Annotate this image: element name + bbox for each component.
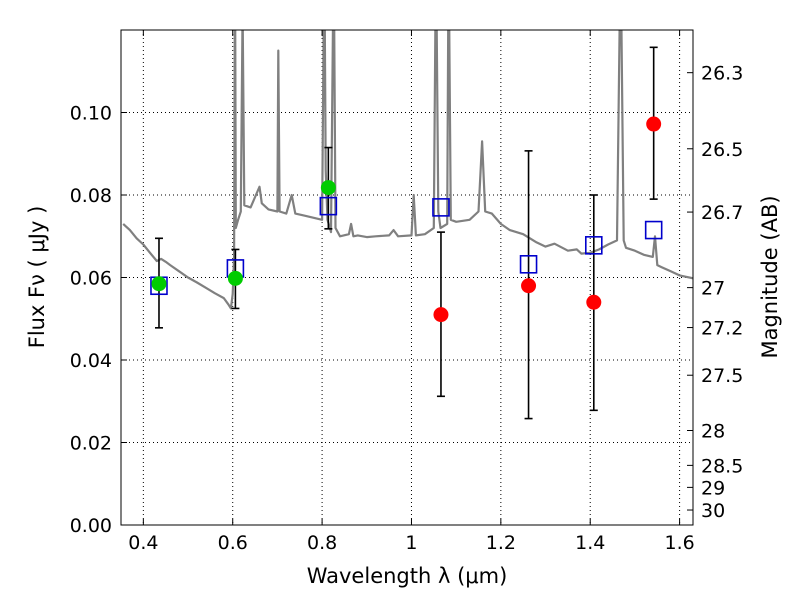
model-square-marker — [644, 220, 663, 240]
y-axis-right-label: Magnitude (AB) — [758, 195, 782, 358]
data-point-marker — [227, 270, 243, 286]
model-square-marker — [519, 255, 538, 274]
grid — [121, 30, 693, 525]
y-axis-label: Flux Fν ( μJy ) — [25, 206, 49, 349]
x-tick-label: 1 — [405, 532, 417, 554]
model-sed-line — [122, 30, 693, 310]
model-square-marker — [584, 236, 603, 255]
mag-tick-label: 29 — [701, 477, 725, 499]
y-tick-label: 0.10 — [70, 103, 112, 125]
data-point-marker — [646, 116, 662, 132]
data-point-marker — [586, 294, 602, 310]
mag-tick-label: 28 — [701, 420, 725, 442]
model-square-marker — [319, 196, 338, 216]
x-tick-label: 1.2 — [486, 532, 516, 554]
x-tick-label: 1.6 — [664, 532, 694, 554]
x-tick-label: 0.8 — [307, 532, 337, 554]
data-point-marker — [151, 276, 167, 292]
plot-frame — [120, 29, 694, 526]
x-tick-label: 0.4 — [128, 532, 158, 554]
x-tick-label: 0.6 — [218, 532, 248, 554]
ticks: 0.4 0.6 0.8 1 1.2 1.4 1.6 0.00 0.02 0.04 0.06 0.08 0… — [70, 30, 743, 554]
markers — [150, 116, 663, 323]
y-tick-label: 0.00 — [70, 515, 112, 537]
y-tick-label: 0.02 — [70, 433, 112, 455]
y-tick-label: 0.06 — [70, 268, 112, 290]
x-axis-label: Wavelength λ (μm) — [307, 564, 508, 588]
error-bars — [154, 46, 658, 420]
model-square-marker — [432, 198, 450, 217]
mag-tick-label: 26.5 — [701, 139, 743, 161]
mag-tick-label: 30 — [701, 500, 725, 522]
data-point-marker — [320, 180, 336, 196]
mag-tick-label: 27.2 — [701, 318, 743, 340]
mag-tick-label: 26.7 — [701, 202, 743, 224]
y-tick-label: 0.04 — [70, 350, 112, 372]
model-sed — [122, 30, 693, 310]
x-tick-label: 1.4 — [575, 532, 605, 554]
mag-tick-label: 27 — [701, 278, 725, 300]
data-point-marker — [433, 307, 449, 323]
mag-tick-label: 27.5 — [701, 365, 743, 387]
y-tick-label: 0.08 — [70, 185, 112, 207]
mag-tick-label: 28.5 — [701, 455, 743, 477]
data-point-marker — [521, 278, 537, 294]
mag-tick-label: 26.3 — [701, 63, 743, 85]
